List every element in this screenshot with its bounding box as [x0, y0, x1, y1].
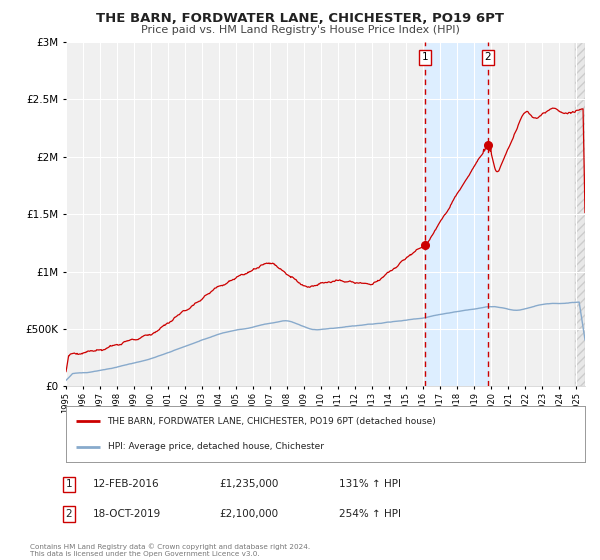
- Text: 2: 2: [65, 509, 73, 519]
- Text: £2,100,000: £2,100,000: [219, 509, 278, 519]
- Text: 131% ↑ HPI: 131% ↑ HPI: [339, 479, 401, 489]
- Text: Price paid vs. HM Land Registry's House Price Index (HPI): Price paid vs. HM Land Registry's House …: [140, 25, 460, 35]
- Text: 18-OCT-2019: 18-OCT-2019: [93, 509, 161, 519]
- Bar: [575, 42, 585, 386]
- Text: THE BARN, FORDWATER LANE, CHICHESTER, PO19 6PT: THE BARN, FORDWATER LANE, CHICHESTER, PO…: [96, 12, 504, 25]
- Bar: [425, 42, 488, 386]
- Text: Contains HM Land Registry data © Crown copyright and database right 2024.
This d: Contains HM Land Registry data © Crown c…: [30, 544, 310, 557]
- Text: £1,235,000: £1,235,000: [219, 479, 278, 489]
- Text: 12-FEB-2016: 12-FEB-2016: [93, 479, 160, 489]
- Text: 1: 1: [65, 479, 73, 489]
- Text: 254% ↑ HPI: 254% ↑ HPI: [339, 509, 401, 519]
- Text: THE BARN, FORDWATER LANE, CHICHESTER, PO19 6PT (detached house): THE BARN, FORDWATER LANE, CHICHESTER, PO…: [107, 417, 436, 426]
- Text: HPI: Average price, detached house, Chichester: HPI: Average price, detached house, Chic…: [107, 442, 323, 451]
- Text: 1: 1: [422, 52, 428, 62]
- Bar: [575, 42, 585, 386]
- Text: 2: 2: [485, 52, 491, 62]
